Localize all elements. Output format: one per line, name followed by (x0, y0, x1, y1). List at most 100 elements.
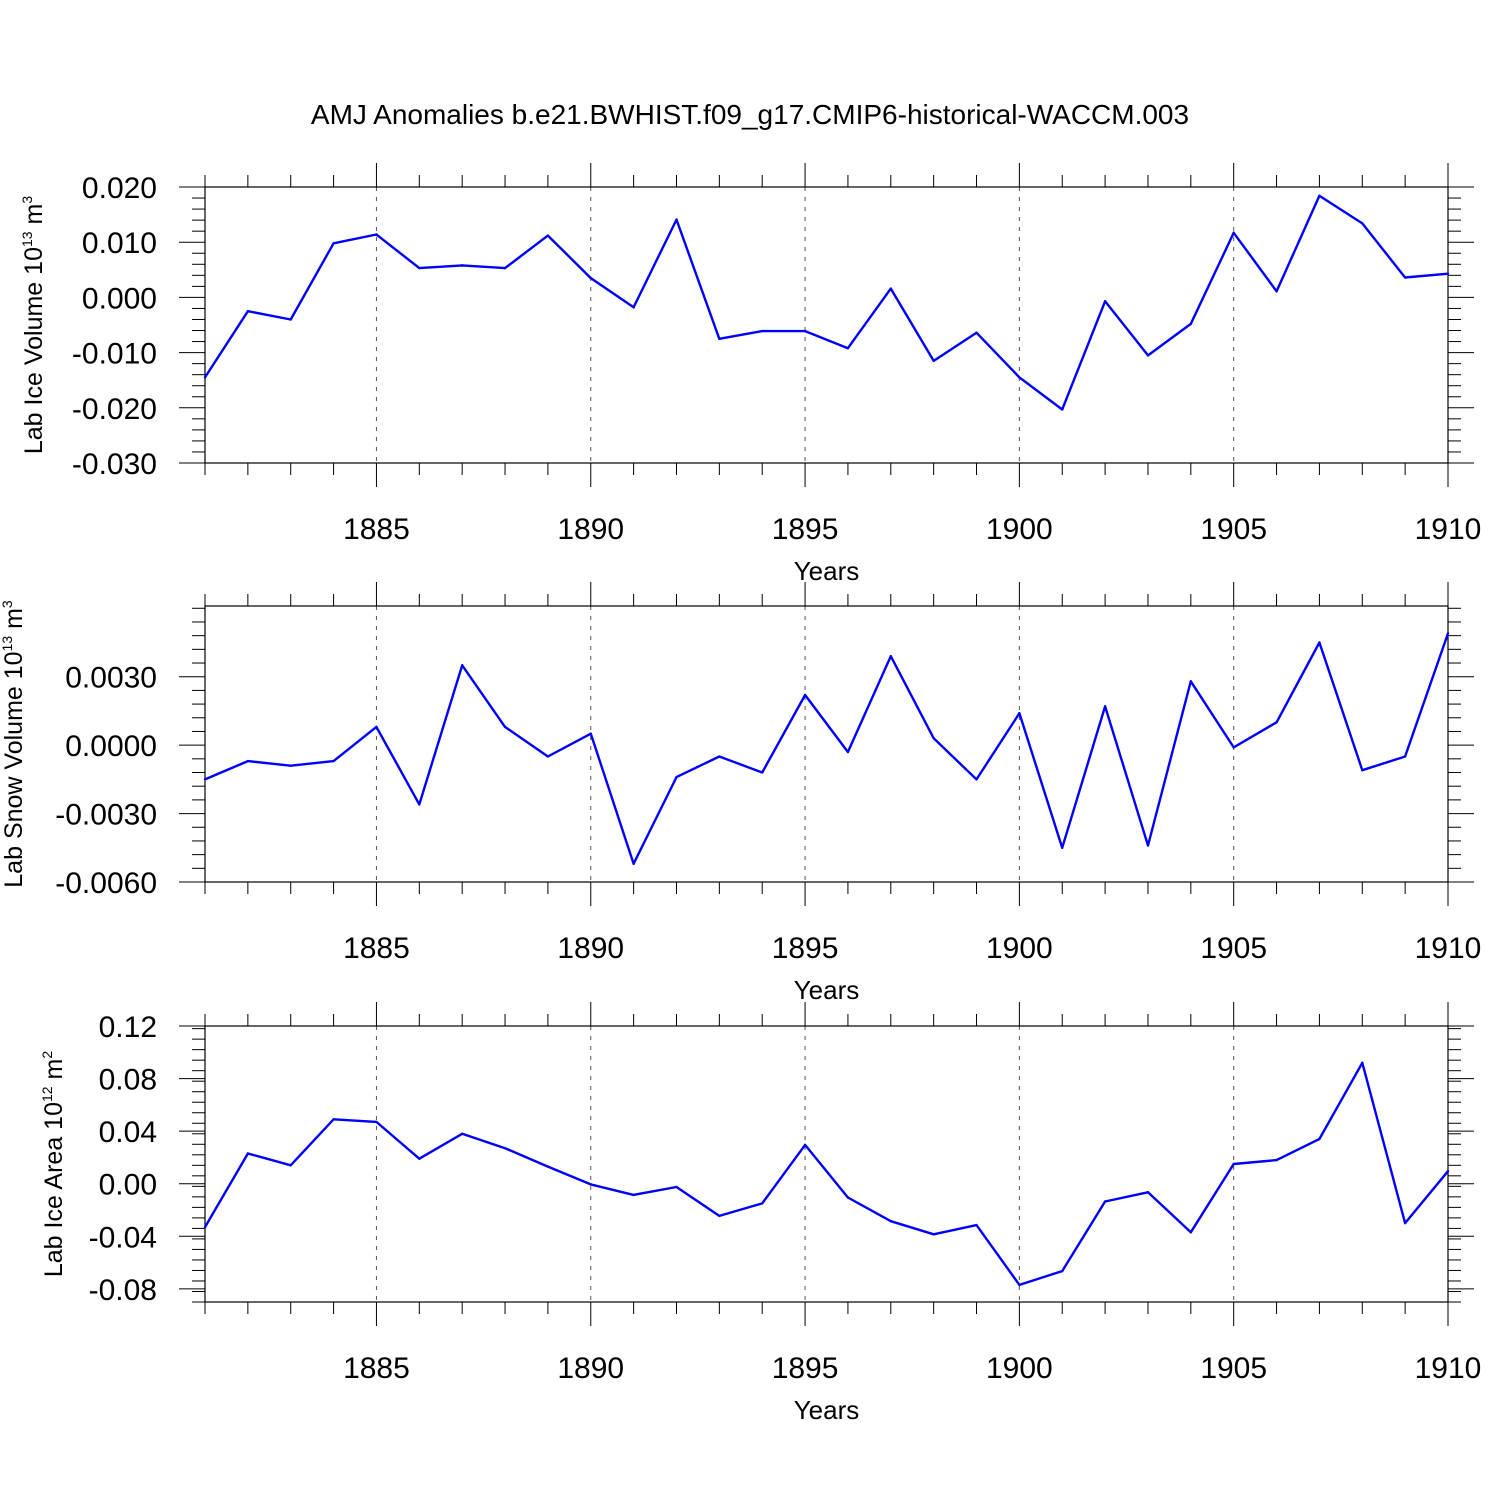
data-point (332, 242, 335, 245)
data-point (1018, 376, 1021, 379)
data-point (1403, 276, 1407, 279)
data-point (761, 771, 764, 774)
data-point (718, 1214, 721, 1218)
x-tick-label: 1905 (1200, 932, 1267, 965)
x-tick-label: 1905 (1200, 513, 1267, 546)
data-point (1446, 1170, 1450, 1173)
data-point (1189, 680, 1193, 683)
x-tick-label: 1900 (986, 1352, 1053, 1385)
data-point (932, 359, 935, 363)
x-tick-label: 1905 (1200, 1352, 1267, 1385)
data-point (1361, 769, 1364, 772)
data-point (889, 287, 892, 290)
data-point (589, 1183, 592, 1186)
data-point (718, 337, 721, 340)
data-point (932, 737, 935, 740)
y-tick-label: 0.12 (99, 1011, 157, 1044)
y-tick-label: -0.04 (89, 1221, 157, 1254)
x-tick-label: 1890 (557, 932, 624, 965)
data-point (1146, 354, 1150, 357)
data-point (1146, 1191, 1150, 1194)
y-axis-label: Lab Ice Volume 1013 m3 (19, 196, 48, 454)
y-tick-label: 0.000 (82, 282, 157, 315)
panel-1: 1885 1890 1895 1900 1905 1910 -0.030 -0.020 -0.0… (19, 163, 1481, 586)
data-point (1232, 1162, 1235, 1166)
panels: 1885 1890 1895 1900 1905 1910 -0.030 -0.020 -0.0… (0, 163, 1481, 1425)
data-point (1061, 408, 1064, 411)
x-tick-label: 1885 (343, 932, 410, 965)
data-point (1232, 746, 1235, 749)
data-point (418, 1157, 421, 1160)
data-point (546, 755, 550, 758)
plot-frame (204, 605, 1449, 883)
data-point (975, 778, 978, 781)
data-point (332, 759, 335, 763)
y-tick-label: 0.04 (99, 1116, 157, 1149)
data-point (418, 266, 421, 270)
data-point (546, 234, 550, 237)
y-tick-label: -0.030 (72, 448, 157, 481)
data-point (289, 318, 292, 321)
data-point (503, 266, 507, 270)
data-point (632, 862, 635, 865)
data-point (632, 306, 635, 309)
y-tick-label: -0.010 (72, 338, 157, 371)
y-tick-label: 0.08 (99, 1064, 157, 1097)
data-point (375, 725, 378, 729)
data-point (1103, 1200, 1107, 1203)
data-point (846, 1196, 850, 1199)
data-point (889, 654, 892, 658)
data-point (718, 755, 721, 758)
data-point (246, 1152, 250, 1155)
data-point (675, 218, 678, 221)
plot-frame (204, 1025, 1449, 1303)
data-point (975, 1223, 978, 1227)
data-point (460, 1132, 464, 1135)
data-point (289, 1164, 292, 1167)
data-point (589, 732, 592, 735)
data-point (889, 1219, 892, 1223)
series-line (203, 1061, 1449, 1287)
data-point (1061, 1269, 1064, 1273)
x-axis-label: Years (794, 556, 860, 586)
y-axis-label: Lab Snow Volume 1013 m3 (0, 600, 28, 888)
data-point (975, 331, 978, 334)
data-point (203, 1225, 207, 1229)
data-point (1318, 1137, 1321, 1141)
data-point (761, 1202, 764, 1205)
series-line (204, 633, 1450, 865)
data-point (1446, 272, 1450, 275)
x-tick-label: 1885 (343, 513, 410, 546)
data-point (332, 1118, 335, 1121)
chart-title: AMJ Anomalies b.e21.BWHIST.f09_g17.CMIP6… (311, 99, 1189, 130)
x-tick-label: 1895 (772, 513, 839, 546)
data-point (1146, 844, 1150, 847)
x-axis-label: Years (794, 975, 860, 1005)
data-point (503, 725, 507, 729)
x-tick-label: 1895 (772, 1352, 839, 1385)
data-point (1103, 300, 1107, 303)
x-tick-label: 1910 (1415, 932, 1482, 965)
y-tick-label: 0.0000 (65, 730, 157, 763)
data-point (1275, 290, 1278, 293)
y-tick-label: 0.00 (99, 1169, 157, 1202)
data-point (1446, 632, 1450, 635)
data-point (1103, 705, 1107, 708)
data-point (1318, 641, 1321, 644)
data-point (675, 1185, 678, 1189)
data-point (1361, 222, 1364, 225)
data-point (1189, 1231, 1193, 1234)
panel-3: 1885 1890 1895 1900 1905 1910 -0.08 -0.04 0.00 0.… (39, 1002, 1481, 1425)
data-point (203, 778, 207, 781)
data-point (1361, 1061, 1364, 1065)
data-point (675, 775, 678, 779)
data-point (1018, 1283, 1021, 1287)
data-point (1318, 194, 1321, 198)
plot-frame (204, 186, 1449, 464)
x-tick-label: 1885 (343, 1352, 410, 1385)
data-point (460, 664, 464, 667)
data-point (1403, 1221, 1407, 1225)
x-tick-label: 1895 (772, 932, 839, 965)
data-point (846, 346, 850, 350)
series-line (203, 194, 1449, 411)
